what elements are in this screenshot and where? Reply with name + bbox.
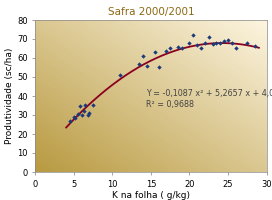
- Point: [78, 104, 82, 107]
- Point: [145, 64, 149, 67]
- Point: [214, 41, 219, 44]
- Point: [86, 113, 90, 117]
- Point: [211, 42, 215, 45]
- Point: [195, 43, 199, 46]
- Text: Safra 2000/2001: Safra 2000/2001: [108, 7, 194, 17]
- Y-axis label: Produtividade (sc/ha): Produtividade (sc/ha): [5, 48, 14, 144]
- Point: [222, 39, 226, 42]
- Point: [168, 47, 172, 50]
- Point: [207, 36, 211, 39]
- Point: [203, 41, 207, 44]
- Point: [72, 115, 76, 118]
- Point: [118, 73, 122, 77]
- Point: [87, 111, 91, 115]
- Point: [91, 103, 95, 106]
- Point: [137, 62, 141, 65]
- Point: [230, 41, 234, 44]
- Point: [180, 47, 184, 50]
- Point: [83, 103, 88, 106]
- Point: [253, 44, 257, 47]
- X-axis label: K na folha ( g/kg): K na folha ( g/kg): [112, 191, 190, 200]
- Point: [156, 66, 161, 69]
- Point: [245, 41, 249, 44]
- Point: [141, 54, 146, 58]
- Point: [164, 50, 169, 53]
- Point: [153, 51, 157, 54]
- Point: [187, 41, 192, 44]
- Point: [176, 45, 180, 48]
- Point: [218, 41, 222, 44]
- Point: [199, 47, 203, 50]
- Point: [191, 34, 196, 37]
- Text: Y = -0,1087 x² + 5,2657 x + 4,0943
R² = 0,9688: Y = -0,1087 x² + 5,2657 x + 4,0943 R² = …: [146, 89, 272, 109]
- Point: [226, 38, 230, 42]
- Point: [79, 113, 84, 117]
- Point: [68, 119, 72, 122]
- Point: [82, 110, 86, 113]
- Point: [76, 112, 80, 116]
- Point: [234, 46, 238, 49]
- Point: [73, 116, 78, 119]
